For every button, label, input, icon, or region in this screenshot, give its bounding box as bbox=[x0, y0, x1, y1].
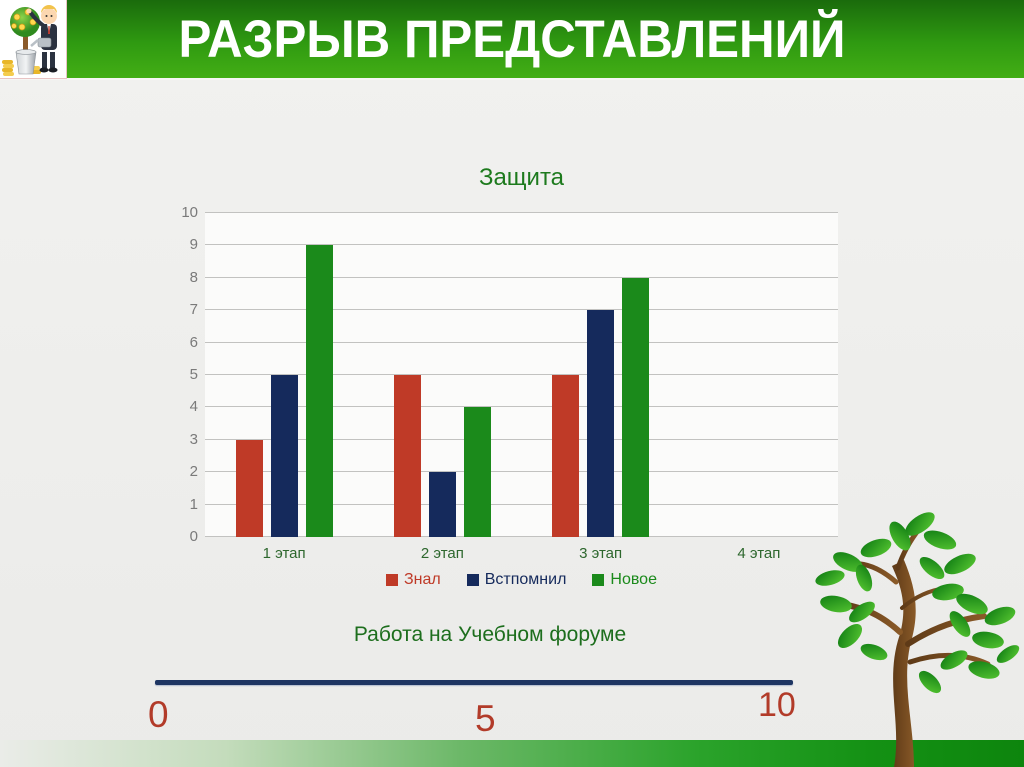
scale-line bbox=[155, 680, 793, 685]
boy-watering-money-tree-icon bbox=[0, 0, 67, 79]
x-axis-label: 4 этап bbox=[737, 545, 781, 562]
bar-Знал bbox=[235, 439, 263, 537]
legend-swatch bbox=[466, 574, 479, 586]
gridline bbox=[205, 438, 838, 440]
gridline bbox=[205, 406, 838, 408]
plot-area bbox=[205, 212, 838, 537]
gridline bbox=[205, 244, 838, 246]
y-axis-label: 10 bbox=[181, 204, 198, 221]
x-axis-label: 1 этап bbox=[262, 545, 306, 562]
legend-label: Новое bbox=[610, 571, 657, 588]
slide-header: РАЗРЫВ ПРЕДСТАВЛЕНИЙ bbox=[0, 0, 1024, 80]
legend-item: Встпомнил bbox=[466, 571, 567, 589]
bar-Знал bbox=[393, 375, 421, 537]
bar-Встпомнил bbox=[270, 375, 298, 537]
gridline bbox=[205, 536, 838, 537]
y-axis-label: 0 bbox=[189, 528, 198, 545]
legend-item: Новое bbox=[592, 571, 657, 589]
y-axis-label: 9 bbox=[189, 236, 198, 254]
slide-title: РАЗРЫВ ПРЕДСТАВЛЕНИЙ bbox=[178, 9, 846, 69]
bar-group bbox=[680, 213, 838, 537]
bar-Новое bbox=[463, 407, 491, 537]
y-axis: 0 1 2 3 4 5 6 7 8 9 10 bbox=[158, 204, 198, 545]
y-axis-label: 1 bbox=[189, 495, 198, 513]
bar-Встпомнил bbox=[428, 472, 456, 537]
bar-group bbox=[363, 213, 521, 537]
gridline bbox=[205, 276, 838, 278]
y-axis-label: 6 bbox=[189, 333, 198, 351]
x-axis: 1 этап 2 этап 3 этап 4 этап bbox=[205, 545, 838, 565]
caption-text: Работа на Учебном форуме bbox=[353, 623, 627, 646]
legend-label: Знал bbox=[404, 571, 441, 588]
y-axis-label: 8 bbox=[189, 268, 198, 286]
y-axis-label: 4 bbox=[189, 398, 198, 416]
legend-swatch bbox=[386, 574, 398, 586]
legend-label: Встпомнил bbox=[484, 571, 567, 588]
y-axis-label: 7 bbox=[189, 301, 198, 319]
chart-legend: Знал Встпомнил Новое bbox=[205, 571, 838, 589]
gridline bbox=[205, 309, 838, 311]
bar-Знал bbox=[552, 375, 580, 537]
y-axis-label: 3 bbox=[189, 430, 198, 448]
legend-swatch bbox=[592, 574, 605, 586]
scale-label-10: 10 bbox=[758, 686, 796, 724]
legend-item: Знал bbox=[386, 571, 441, 589]
chart-title: Защита bbox=[478, 164, 565, 191]
x-axis-label: 2 этап bbox=[420, 545, 464, 562]
gridline bbox=[205, 503, 838, 505]
bar-Встпомнил bbox=[587, 310, 615, 537]
x-axis-label: 3 этап bbox=[579, 545, 623, 562]
gridline bbox=[205, 471, 838, 473]
gridline bbox=[205, 341, 838, 343]
bar-Новое bbox=[305, 245, 333, 537]
y-axis-label: 5 bbox=[189, 366, 198, 383]
footer-bar bbox=[0, 740, 1024, 767]
y-axis-label: 2 bbox=[189, 463, 198, 481]
bar-group bbox=[205, 213, 363, 537]
scale-label-0: 0 bbox=[148, 694, 169, 735]
green-tree-icon bbox=[812, 512, 1022, 767]
gridline bbox=[205, 374, 838, 375]
scale-label-5: 5 bbox=[475, 698, 496, 739]
gridline bbox=[205, 212, 838, 213]
bar-Новое bbox=[622, 277, 650, 537]
bar-group bbox=[522, 213, 680, 537]
